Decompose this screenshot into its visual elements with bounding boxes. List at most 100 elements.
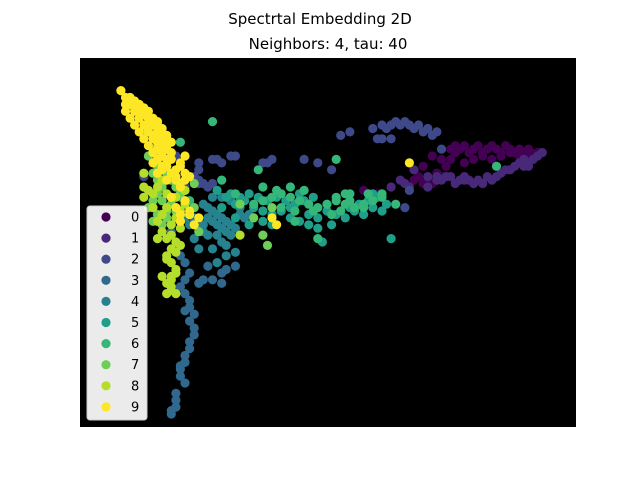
point-digit-0-29 xyxy=(459,158,469,168)
point-digit-9-68 xyxy=(185,209,195,220)
point-digit-9-19 xyxy=(120,99,131,109)
point-digit-4-13 xyxy=(226,230,236,240)
point-digit-4-31 xyxy=(212,258,222,268)
point-digit-6-41 xyxy=(345,189,355,199)
point-digit-1-33 xyxy=(395,175,405,185)
point-digit-8-42 xyxy=(235,230,245,240)
legend-label-7: 7 xyxy=(131,358,139,373)
point-digit-2-37 xyxy=(203,182,213,192)
point-digit-3-20 xyxy=(171,388,181,398)
point-digit-3-4 xyxy=(180,275,190,285)
point-digit-8-36 xyxy=(171,268,181,278)
point-digit-3-18 xyxy=(175,371,185,381)
point-digit-5-11 xyxy=(313,213,323,223)
point-digit-8-38 xyxy=(166,282,176,292)
point-digit-4-14 xyxy=(212,230,222,240)
point-digit-1-1 xyxy=(423,172,433,182)
point-digit-8-39 xyxy=(162,289,172,299)
point-digit-6-5 xyxy=(294,196,305,206)
point-digit-2-26 xyxy=(217,158,227,168)
point-digit-0-24 xyxy=(505,148,515,158)
point-digit-6-23 xyxy=(299,185,309,195)
point-digit-6-16 xyxy=(290,206,300,216)
point-digit-7-28 xyxy=(194,227,204,237)
point-digit-0-35 xyxy=(418,161,428,171)
point-digit-6-43 xyxy=(217,175,227,185)
point-digit-5-27 xyxy=(244,189,254,199)
point-digit-9-15 xyxy=(134,127,144,137)
point-digit-4-17 xyxy=(221,240,231,250)
legend-marker-9 xyxy=(101,402,111,412)
point-digit-3-26 xyxy=(180,306,190,316)
point-digit-6-2 xyxy=(267,192,277,202)
point-digit-6-18 xyxy=(327,209,337,220)
point-digit-7-12 xyxy=(157,196,167,206)
point-digit-9-35 xyxy=(130,103,140,113)
point-digit-8-35 xyxy=(166,275,176,285)
point-digit-8-30 xyxy=(139,182,149,192)
point-digit-9-30 xyxy=(157,123,167,134)
point-digit-0-3 xyxy=(459,141,469,151)
point-digit-8-10 xyxy=(162,254,172,264)
point-digit-9-60 xyxy=(180,175,190,185)
point-digit-9-79 xyxy=(272,220,282,230)
point-digit-2-16 xyxy=(386,134,396,144)
point-digit-8-12 xyxy=(175,240,185,250)
point-digit-5-20 xyxy=(308,192,318,202)
point-digit-5-30 xyxy=(217,203,227,213)
point-digit-6-40 xyxy=(491,161,502,171)
point-digit-3-6 xyxy=(180,289,190,299)
point-digit-2-27 xyxy=(207,154,218,164)
point-digit-7-34 xyxy=(267,203,277,213)
point-digit-9-76 xyxy=(152,117,163,127)
legend-marker-3 xyxy=(101,275,111,285)
point-digit-9-63 xyxy=(171,203,181,213)
point-digit-3-3 xyxy=(185,268,195,278)
point-digit-9-71 xyxy=(152,130,163,140)
point-digit-8-31 xyxy=(139,192,149,202)
point-digit-3-32 xyxy=(221,264,231,275)
point-digit-6-39 xyxy=(230,189,240,199)
point-digit-1-27 xyxy=(537,148,547,158)
point-digit-5-19 xyxy=(381,199,392,209)
point-digit-6-17 xyxy=(308,206,318,216)
point-digit-9-55 xyxy=(175,182,185,192)
point-digit-6-19 xyxy=(336,206,346,216)
legend-label-4: 4 xyxy=(131,295,139,310)
point-digit-7-27 xyxy=(235,199,245,209)
point-digit-1-6 xyxy=(446,172,456,182)
point-digit-5-5 xyxy=(258,206,268,216)
point-digit-0-33 xyxy=(436,154,447,164)
point-digit-7-1 xyxy=(148,196,158,206)
point-digit-3-5 xyxy=(175,282,185,292)
point-digit-2-0 xyxy=(368,123,378,134)
point-digit-3-30 xyxy=(207,275,218,285)
point-digit-6-42 xyxy=(207,117,218,127)
point-digit-2-31 xyxy=(194,165,204,175)
point-digit-8-32 xyxy=(148,203,158,213)
point-digit-9-77 xyxy=(162,141,172,151)
point-digit-8-19 xyxy=(162,203,172,213)
point-digit-3-13 xyxy=(185,337,195,347)
point-digit-4-20 xyxy=(189,234,199,244)
point-digit-6-34 xyxy=(391,199,401,209)
point-digit-9-56 xyxy=(175,161,185,171)
point-digit-5-14 xyxy=(340,213,350,223)
points-layer xyxy=(116,86,547,419)
point-digit-2-15 xyxy=(377,134,387,144)
point-digit-9-78 xyxy=(267,213,277,223)
legend-marker-0 xyxy=(101,212,111,222)
point-digit-9-73 xyxy=(171,175,181,185)
point-digit-3-15 xyxy=(180,350,190,361)
point-digit-8-15 xyxy=(166,220,176,230)
point-digit-3-2 xyxy=(180,258,190,268)
point-digit-8-11 xyxy=(171,247,181,257)
point-digit-6-20 xyxy=(258,182,268,192)
point-digit-3-25 xyxy=(175,361,185,371)
point-digit-6-15 xyxy=(276,203,286,213)
point-digit-3-24 xyxy=(166,409,176,419)
point-digit-4-32 xyxy=(207,192,218,202)
chart-subtitle: Neighbors: 4, tau: 40 xyxy=(249,35,408,53)
plot-area xyxy=(80,58,576,427)
